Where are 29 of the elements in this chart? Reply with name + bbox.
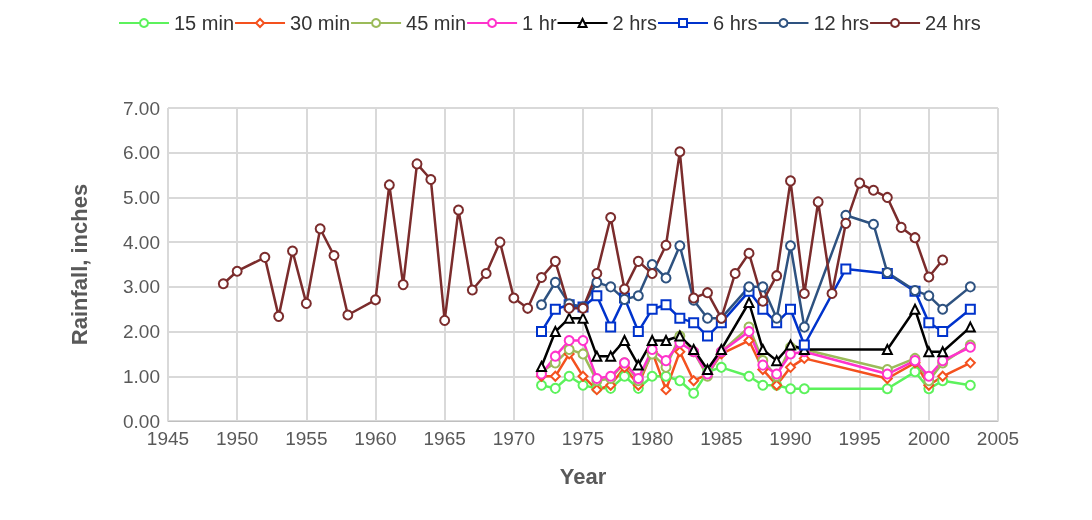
y-axis-title: Rainfall, inches <box>66 183 92 346</box>
legend-label: 15 min <box>174 12 235 34</box>
x-axis-title: Year <box>559 463 607 489</box>
x-tick-label: 1990 <box>769 428 812 449</box>
x-tick-label: 1950 <box>216 428 259 449</box>
y-tick-label: 5.00 <box>123 186 160 208</box>
x-tick-label: 2000 <box>907 428 950 449</box>
y-tick-label: 1.00 <box>123 365 160 387</box>
x-tick-label: 1980 <box>631 428 674 449</box>
legend-label: 1 hr <box>522 12 557 34</box>
y-tick-label: 2.00 <box>123 321 160 343</box>
y-tick-label: 4.00 <box>123 231 160 253</box>
y-tick-label: 3.00 <box>123 276 160 298</box>
x-tick-label: 2005 <box>976 428 1020 449</box>
y-tick-label: 7.00 <box>123 97 160 119</box>
legend-label: 24 hrs <box>925 12 981 34</box>
legend-label: 12 hrs <box>813 12 870 34</box>
x-tick-label: 1975 <box>561 428 605 449</box>
x-tick-label: 1985 <box>700 428 743 449</box>
x-tick-label: 1965 <box>423 428 466 449</box>
x-tick-label: 1995 <box>838 428 881 449</box>
legend-label: 30 min <box>290 12 351 34</box>
x-tick-label: 1955 <box>285 428 328 449</box>
legend-label: 45 min <box>406 12 467 34</box>
legend-label: 6 hrs <box>713 12 758 34</box>
x-tick-label: 1960 <box>354 428 397 449</box>
legend-label: 2 hrs <box>612 12 658 34</box>
y-tick-label: 6.00 <box>123 142 160 164</box>
x-tick-label: 1970 <box>492 428 535 449</box>
